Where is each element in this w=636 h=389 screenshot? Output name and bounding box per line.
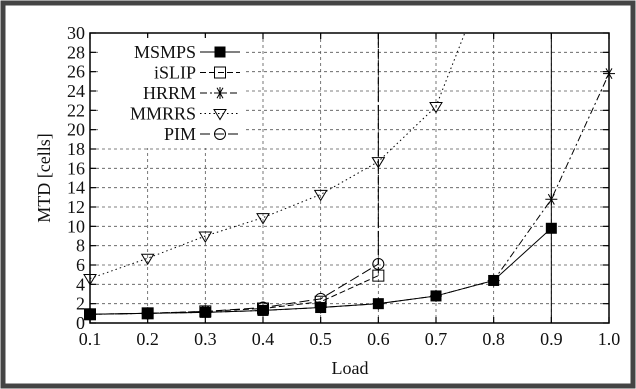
data-point-mmrrs <box>371 157 386 169</box>
data-point-pim <box>199 305 212 318</box>
legend-marker-msmps <box>214 46 226 58</box>
x-tick-label: 0.9 <box>540 329 563 349</box>
data-point-pim <box>372 258 385 271</box>
y-tick-label: 6 <box>76 255 85 275</box>
legend-marker-hrrm <box>214 87 226 99</box>
data-point-mmrrs <box>313 189 328 202</box>
y-tick-label: 18 <box>67 139 85 159</box>
y-tick-label: 24 <box>67 81 85 101</box>
y-tick-label: 10 <box>67 216 85 236</box>
data-point-mmrrs <box>140 253 155 266</box>
legend-marker-pim <box>214 128 226 140</box>
legend-label-pim: PIM <box>164 124 196 144</box>
data-point-mmrrs <box>256 213 270 225</box>
legend-marker-islip <box>214 66 226 79</box>
series-line-mmrrs <box>89 32 466 280</box>
data-point-mmrrs <box>198 231 213 243</box>
y-tick-label: 30 <box>67 23 85 43</box>
legend-label-mmrrs: MMRRS <box>130 104 196 124</box>
x-tick-label: 0.8 <box>482 329 505 349</box>
data-point-pim <box>314 292 327 305</box>
y-tick-label: 0 <box>76 313 85 333</box>
x-tick-label: 0.4 <box>252 329 275 349</box>
data-point-hrrm <box>372 297 385 310</box>
legend-label-msmps: MSMPS <box>134 42 196 62</box>
y-tick-label: 8 <box>76 236 85 256</box>
data-point-mmrrs <box>429 101 443 114</box>
y-tick-label: 20 <box>67 120 85 140</box>
x-tick-label: 0.3 <box>194 329 217 349</box>
y-tick-label: 26 <box>67 62 85 82</box>
data-point-hrrm <box>199 306 212 319</box>
y-axis-label: MTD [cells] <box>34 133 54 222</box>
data-point-hrrm <box>430 289 442 302</box>
x-tick-label: 0.1 <box>79 329 102 349</box>
y-tick-label: 2 <box>76 294 85 314</box>
series-line-pim <box>89 33 379 315</box>
y-tick-label: 12 <box>67 197 85 217</box>
legend-label-hrrm: HRRM <box>143 83 196 103</box>
series-line-msmps <box>89 227 552 315</box>
y-tick-label: 28 <box>67 42 85 62</box>
x-tick-label: 0.2 <box>136 329 159 349</box>
legend-label-islip: iSLIP <box>154 63 196 83</box>
data-point-islip <box>372 269 385 282</box>
x-tick-label: 0.5 <box>309 329 332 349</box>
y-tick-label: 22 <box>67 100 85 120</box>
x-tick-label: 1.0 <box>598 329 621 349</box>
x-tick-label: 0.6 <box>367 329 390 349</box>
y-tick-label: 14 <box>67 178 85 198</box>
data-point-hrrm <box>545 193 558 206</box>
y-tick-label: 16 <box>67 158 85 178</box>
x-tick-label: 0.7 <box>425 329 448 349</box>
data-point-pim <box>257 301 269 314</box>
x-axis-label: Load <box>332 358 369 378</box>
plot-area-border <box>89 32 610 324</box>
data-point-msmps <box>545 222 557 234</box>
legend-marker-mmrrs <box>213 109 227 121</box>
series-mmrrs <box>83 32 466 286</box>
y-tick-label: 4 <box>76 274 85 294</box>
data-point-hrrm <box>487 274 500 287</box>
